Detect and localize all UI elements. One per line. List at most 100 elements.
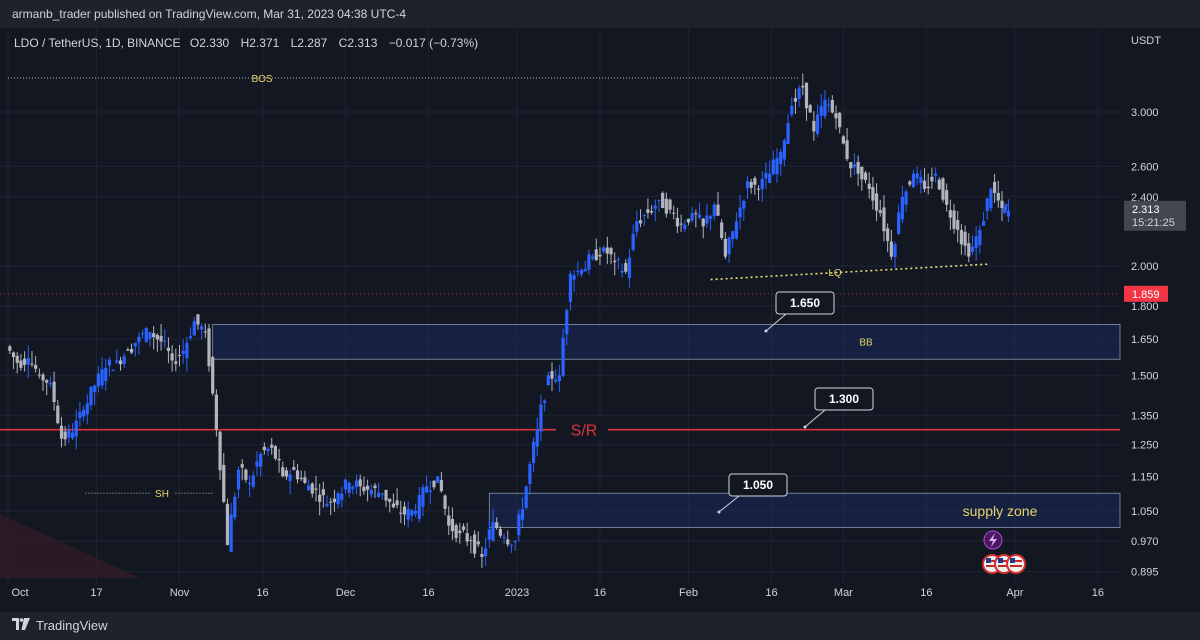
candle-body <box>834 113 838 119</box>
tradingview-logo-icon[interactable] <box>12 612 30 640</box>
callout-pointer <box>718 495 740 513</box>
candle-body <box>594 249 598 261</box>
candle-body <box>793 98 798 102</box>
candle-body <box>480 553 484 558</box>
chart-area[interactable]: BOS SH LQ BB supply zone S/R 1.650 1.300 1.050 U… <box>0 28 1200 612</box>
candle-body <box>476 541 480 545</box>
candle-body <box>340 493 344 501</box>
candle-body <box>122 356 126 365</box>
flag-stripe <box>986 560 998 562</box>
bb-label: BB <box>859 337 873 348</box>
callout-box <box>775 291 835 315</box>
candle-body <box>78 411 82 419</box>
candle-body <box>56 405 60 424</box>
candle-body <box>797 88 801 99</box>
candle-body <box>52 381 56 403</box>
candle-body <box>111 370 115 372</box>
candle-body <box>933 173 938 176</box>
legend-change: −0.017 (−0.73%) <box>388 36 479 50</box>
callout-anchor <box>764 329 768 333</box>
candle-body <box>657 199 661 201</box>
legend-high: 2.371 <box>249 36 280 50</box>
candle-body <box>734 221 739 239</box>
candle-body <box>576 270 580 272</box>
candle-body <box>517 514 521 536</box>
y-tick-label: 1.500 <box>1131 370 1159 382</box>
candle-body <box>786 123 790 145</box>
candle-body <box>343 479 348 490</box>
candle-body <box>856 161 860 174</box>
candle-body <box>395 500 399 506</box>
candle-body <box>587 254 591 270</box>
candle-body <box>362 486 366 492</box>
candle-body <box>410 510 414 516</box>
candle-body <box>450 519 455 532</box>
candle-body <box>653 205 657 209</box>
candle-body <box>926 186 930 189</box>
legend-close: 2.313 <box>347 36 378 50</box>
candle-body <box>701 218 705 227</box>
y-tick-label: 0.895 <box>1131 567 1159 579</box>
callout-text: 1.650 <box>790 296 820 310</box>
candle-body <box>421 487 425 507</box>
annotations: BOS SH LQ BB supply zone S/R 1.650 1.300 1.050 <box>8 74 1038 519</box>
y-tick-label: 2.000 <box>1131 261 1159 273</box>
callout-box <box>814 387 874 411</box>
candle-body <box>207 328 211 367</box>
candle-body <box>495 522 499 528</box>
candle-body <box>908 181 912 185</box>
candle-body <box>731 231 735 240</box>
candle-body <box>945 190 949 205</box>
x-tick-label: Dec <box>336 587 356 599</box>
candle-body <box>624 263 628 272</box>
callout-pointer <box>765 313 787 332</box>
candle-body <box>959 230 964 245</box>
legend-open: 2.330 <box>199 36 230 50</box>
candle-body <box>583 268 587 272</box>
candle-body <box>48 383 53 385</box>
candle-body <box>402 506 407 515</box>
candle-body <box>332 498 337 503</box>
candle-body <box>502 537 506 539</box>
candle-body <box>631 233 635 250</box>
candle-body <box>266 448 270 451</box>
x-tick-label: 16 <box>920 587 932 599</box>
candle-body <box>860 166 864 180</box>
lightning-glyph <box>989 533 997 547</box>
x-tick-label: 16 <box>765 587 777 599</box>
candle-body <box>768 173 772 183</box>
price-chart[interactable]: BOS SH LQ BB supply zone S/R 1.650 1.300 1.050 U… <box>0 28 1200 612</box>
brand-name[interactable]: TradingView <box>36 618 108 633</box>
candle-body <box>188 336 193 339</box>
candle-body <box>956 220 960 230</box>
y-tick-label: 0.970 <box>1131 536 1159 548</box>
candle-body <box>804 82 809 109</box>
callout-anchor <box>717 510 721 514</box>
candle-body <box>336 493 340 505</box>
candle-body <box>295 470 300 480</box>
us-flag-icon <box>1006 554 1026 574</box>
candle-body <box>605 247 609 254</box>
candle-body <box>259 453 263 467</box>
candle-body <box>351 486 355 489</box>
flag-canton <box>998 558 1003 563</box>
candle-body <box>129 348 134 353</box>
candle-body <box>391 503 396 508</box>
candle-body <box>919 177 923 184</box>
candle-body <box>373 485 377 489</box>
candle-body <box>590 256 595 259</box>
candle-body <box>996 192 1000 201</box>
candle-body <box>247 482 252 485</box>
candle-body <box>152 333 156 338</box>
x-tick-label: Apr <box>1006 587 1023 599</box>
candle-body <box>369 489 373 495</box>
candle-body <box>41 374 45 381</box>
candle-body <box>270 444 274 448</box>
candle-body <box>461 526 466 530</box>
candle-body <box>897 212 901 235</box>
candle-body <box>428 490 432 493</box>
candle-body <box>727 237 731 255</box>
candle-body <box>465 533 469 542</box>
candle-body <box>782 140 786 160</box>
sr-label-bg <box>556 419 608 440</box>
